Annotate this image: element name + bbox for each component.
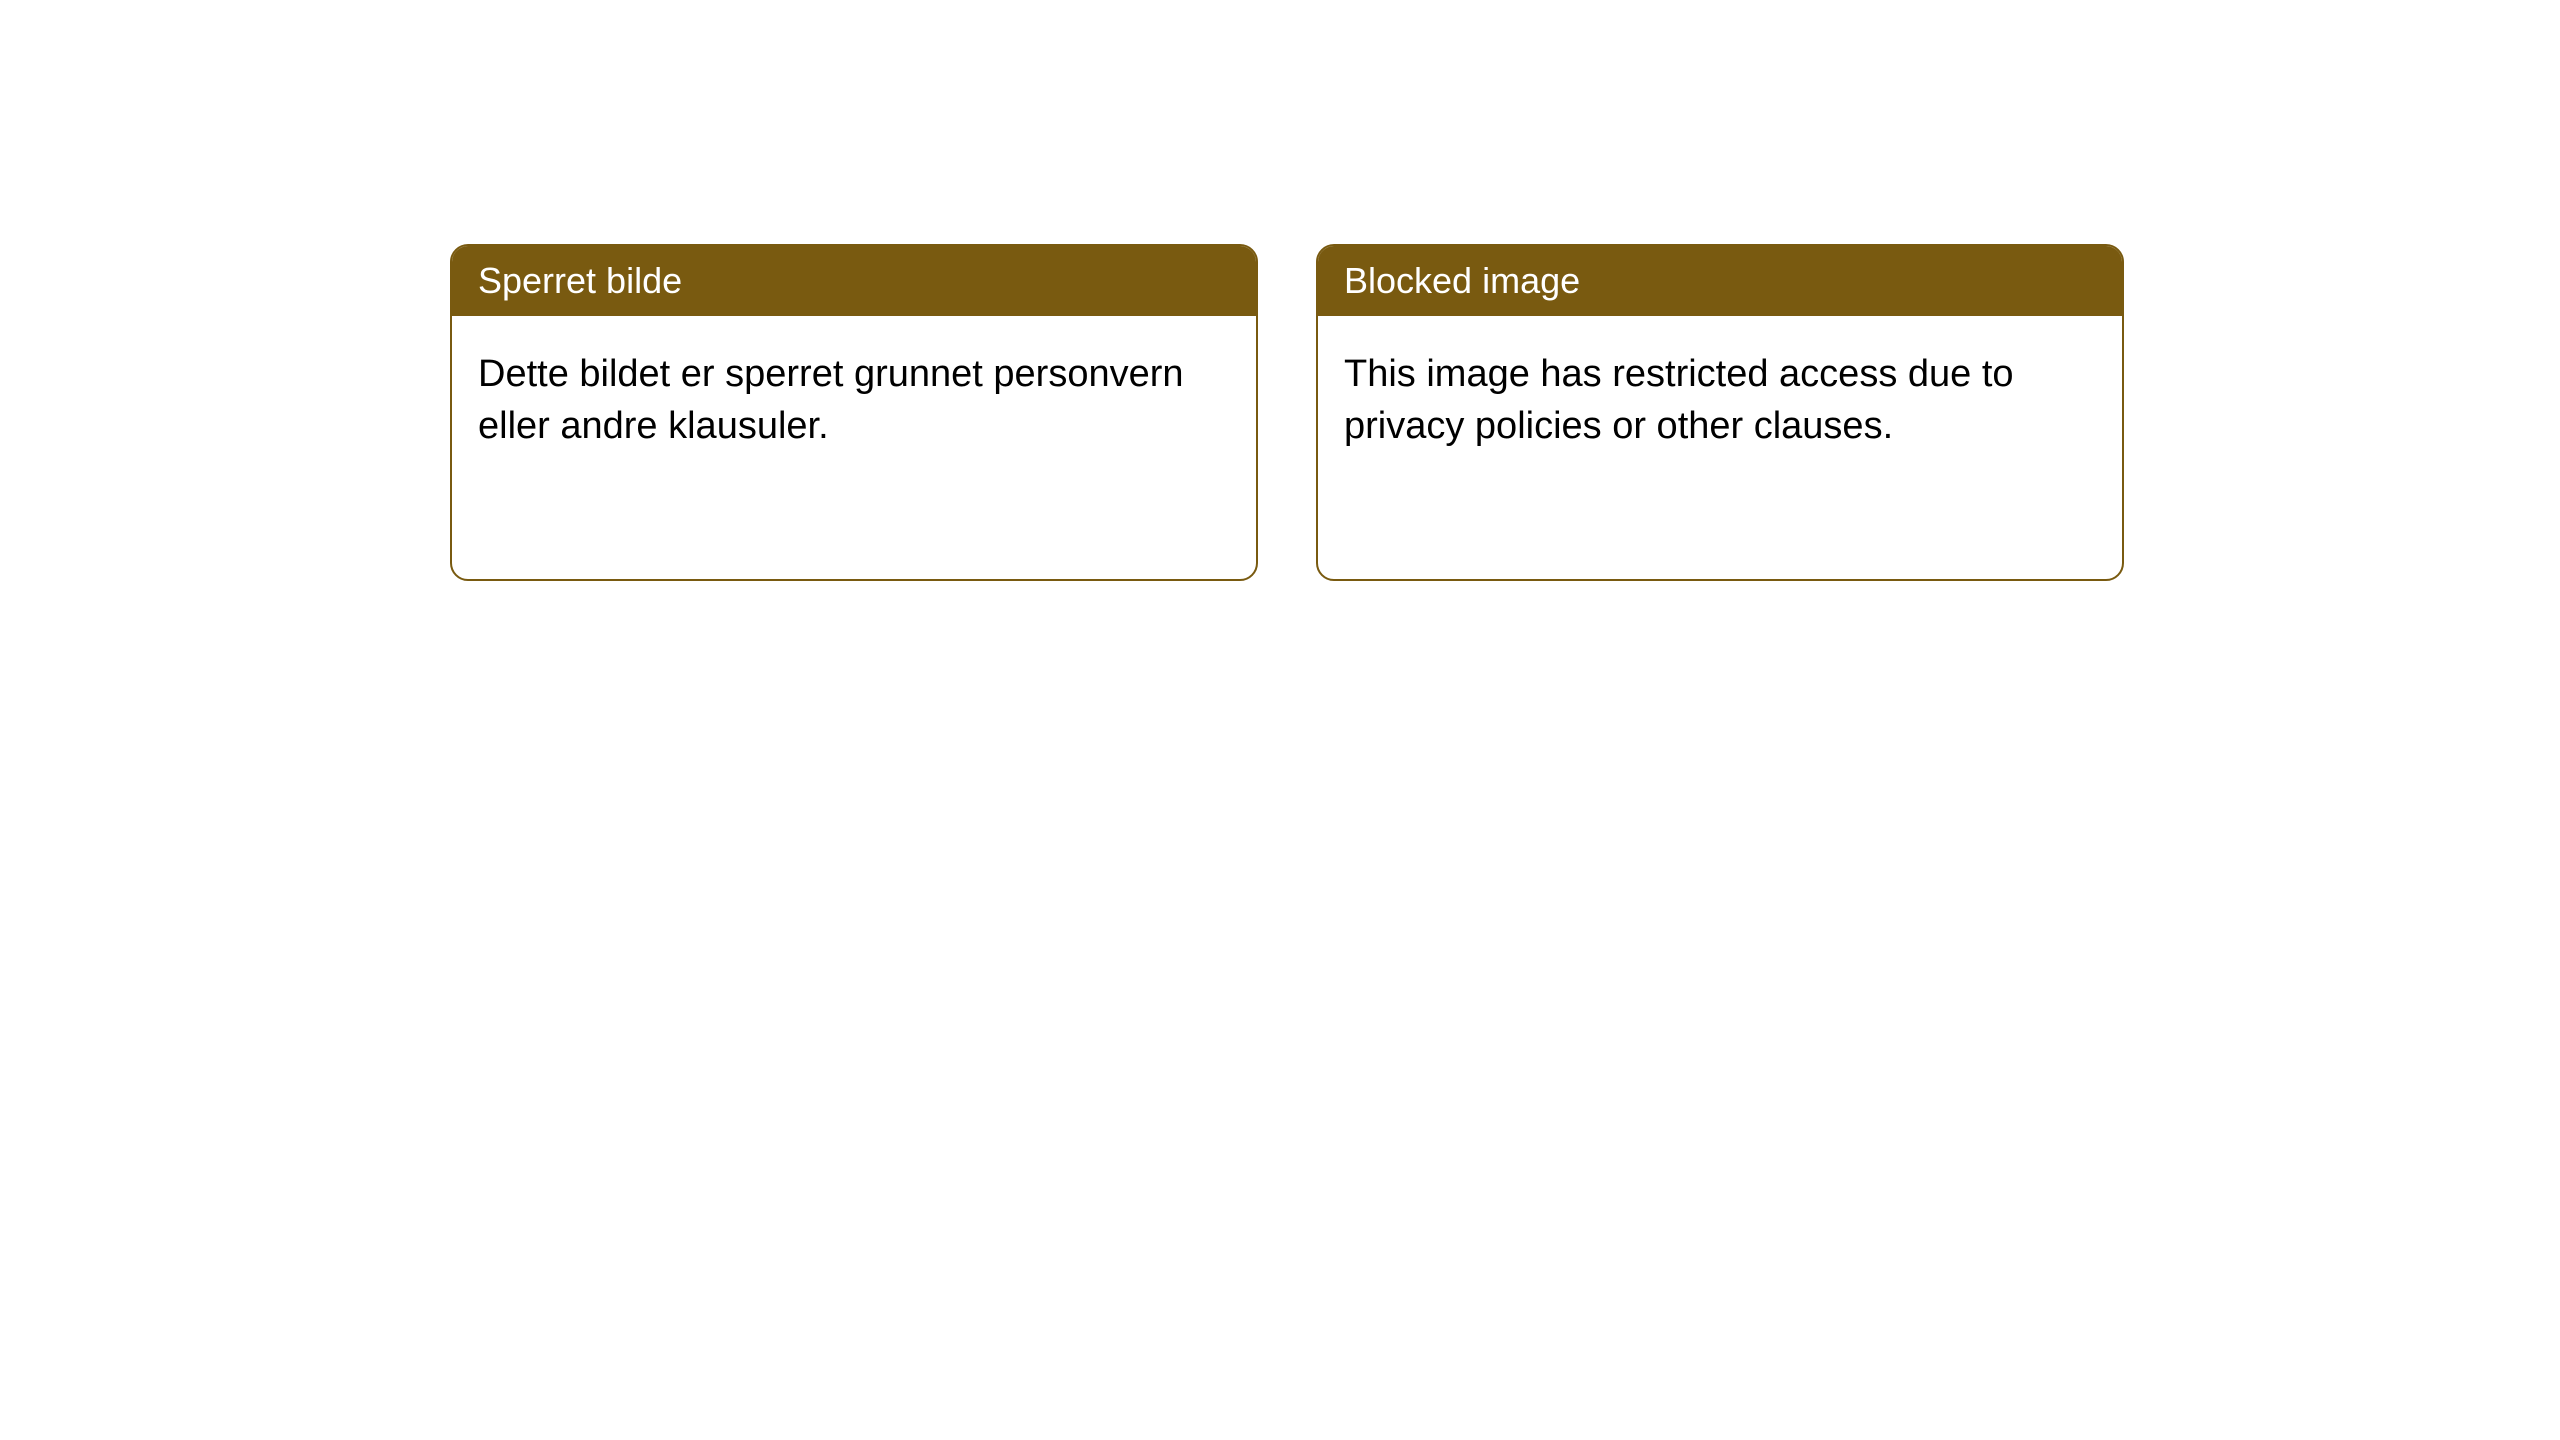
notice-title-english: Blocked image (1318, 246, 2122, 316)
notice-body-norwegian: Dette bildet er sperret grunnet personve… (452, 316, 1256, 485)
notice-body-english: This image has restricted access due to … (1318, 316, 2122, 485)
notice-title-norwegian: Sperret bilde (452, 246, 1256, 316)
notice-card-english: Blocked image This image has restricted … (1316, 244, 2124, 581)
notice-container: Sperret bilde Dette bildet er sperret gr… (0, 0, 2560, 581)
notice-card-norwegian: Sperret bilde Dette bildet er sperret gr… (450, 244, 1258, 581)
